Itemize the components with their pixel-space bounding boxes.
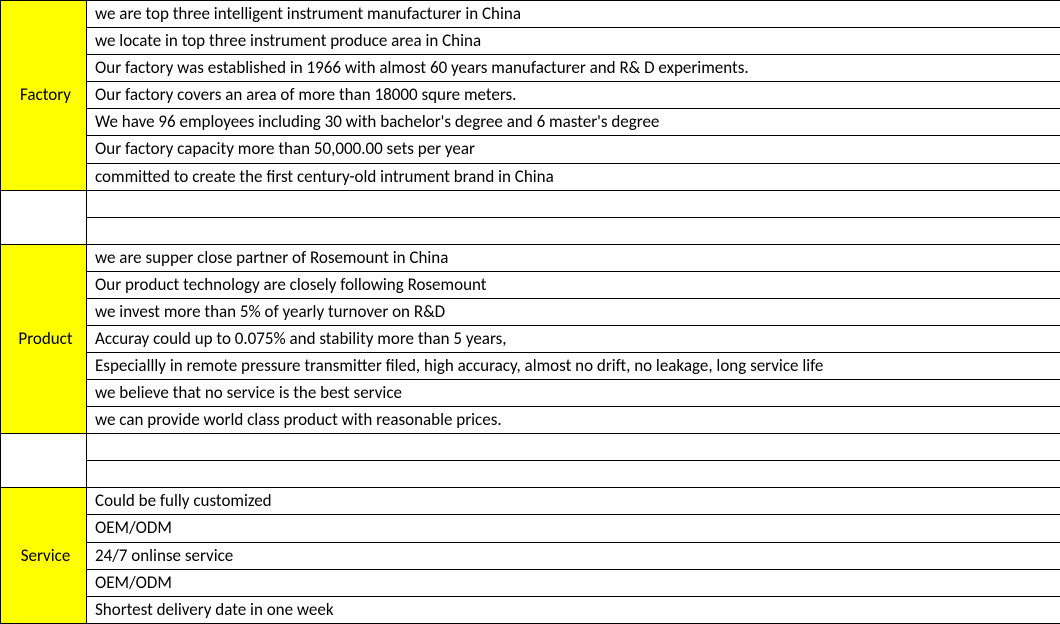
cell-text [87,217,1060,244]
cell-text: Especiallly in remote pressure transmitt… [87,353,1060,380]
cell-text: committed to create the first century-ol… [87,163,1060,190]
category-product: Product [1,244,87,434]
table-row [1,217,1060,244]
cell-text [87,434,1060,461]
table-row: Our product technology are closely follo… [1,271,1060,298]
category-service: Service [1,488,87,623]
table-row: Shortest delivery date in one week [1,596,1060,623]
cell-text [87,461,1060,488]
cell-text: OEM/ODM [87,569,1060,596]
table-row: Our factory was established in 1966 with… [1,55,1060,82]
table-row: OEM/ODM [1,569,1060,596]
cell-text: we invest more than 5% of yearly turnove… [87,298,1060,325]
table-row: we believe that no service is the best s… [1,380,1060,407]
cell-text: We have 96 employees including 30 with b… [87,109,1060,136]
spec-table-body: Factorywe are top three intelligent inst… [1,1,1060,624]
cell-text: Accuray could up to 0.075% and stability… [87,325,1060,352]
table-row [1,461,1060,488]
category-blank [1,190,87,244]
cell-text: Our factory covers an area of more than … [87,82,1060,109]
table-row: Factorywe are top three intelligent inst… [1,1,1060,28]
table-row: ServiceCould be fully customized [1,488,1060,515]
cell-text: we can provide world class product with … [87,407,1060,434]
table-row [1,190,1060,217]
cell-text: Our factory was established in 1966 with… [87,55,1060,82]
category-factory: Factory [1,1,87,191]
table-row: we can provide world class product with … [1,407,1060,434]
cell-text: Our factory capacity more than 50,000.00… [87,136,1060,163]
table-row: We have 96 employees including 30 with b… [1,109,1060,136]
category-blank [1,434,87,488]
table-row: Our factory covers an area of more than … [1,82,1060,109]
cell-text: OEM/ODM [87,515,1060,542]
table-row: we locate in top three instrument produc… [1,28,1060,55]
cell-text: we are supper close partner of Rosemount… [87,244,1060,271]
cell-text: 24/7 onlinse service [87,542,1060,569]
table-row: Accuray could up to 0.075% and stability… [1,325,1060,352]
spec-table: Factorywe are top three intelligent inst… [0,0,1060,624]
table-row: OEM/ODM [1,515,1060,542]
cell-text [87,190,1060,217]
cell-text: we locate in top three instrument produc… [87,28,1060,55]
cell-text: we believe that no service is the best s… [87,380,1060,407]
table-row: committed to create the first century-ol… [1,163,1060,190]
table-row: Productwe are supper close partner of Ro… [1,244,1060,271]
table-row: 24/7 onlinse service [1,542,1060,569]
cell-text: Our product technology are closely follo… [87,271,1060,298]
table-row: we invest more than 5% of yearly turnove… [1,298,1060,325]
table-row: Our factory capacity more than 50,000.00… [1,136,1060,163]
cell-text: Shortest delivery date in one week [87,596,1060,623]
cell-text: Could be fully customized [87,488,1060,515]
table-row [1,434,1060,461]
table-row: Especiallly in remote pressure transmitt… [1,353,1060,380]
cell-text: we are top three intelligent instrument … [87,1,1060,28]
